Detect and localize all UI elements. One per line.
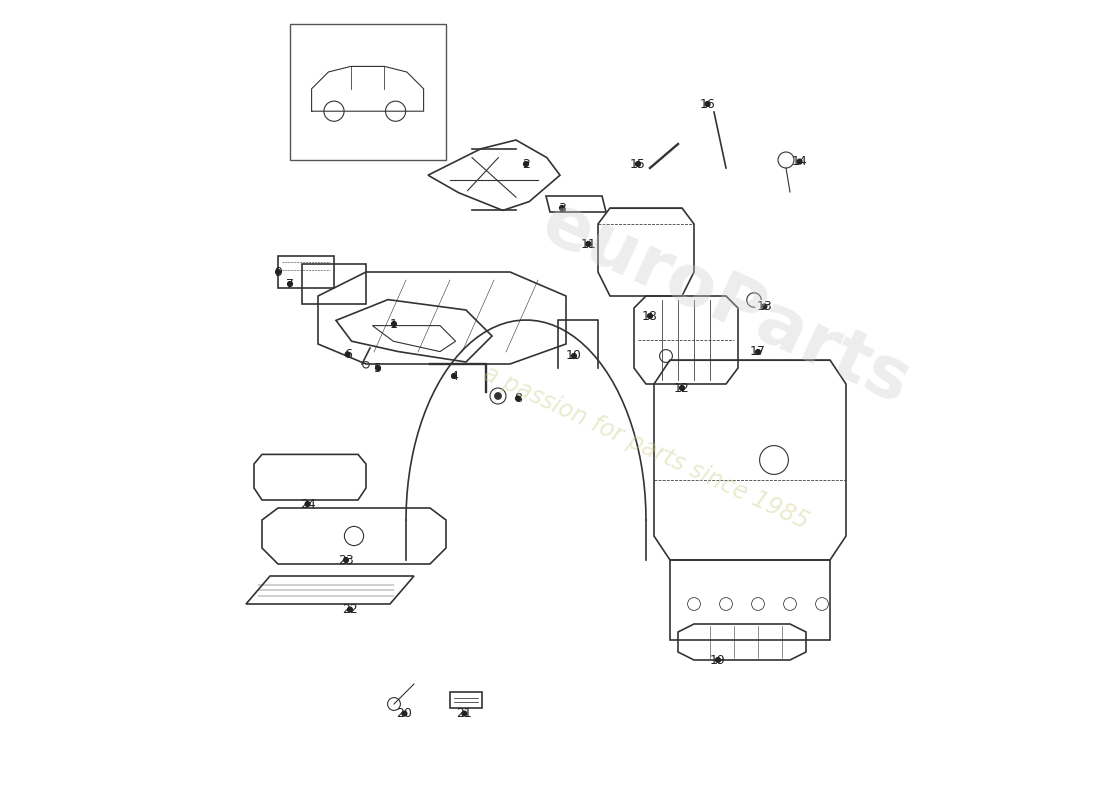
Text: 10: 10 xyxy=(566,350,582,362)
Circle shape xyxy=(345,352,350,357)
Text: a passion for parts since 1985: a passion for parts since 1985 xyxy=(480,362,813,534)
Text: 1: 1 xyxy=(390,318,398,330)
Text: 18: 18 xyxy=(642,310,658,322)
Circle shape xyxy=(798,159,802,164)
Circle shape xyxy=(402,711,407,716)
Circle shape xyxy=(756,350,760,354)
Text: 19: 19 xyxy=(711,654,726,666)
Circle shape xyxy=(586,242,591,246)
Circle shape xyxy=(560,206,564,210)
Text: 23: 23 xyxy=(338,554,354,566)
Circle shape xyxy=(516,396,520,401)
Circle shape xyxy=(462,711,466,716)
Text: euroParts: euroParts xyxy=(531,189,921,419)
Text: 17: 17 xyxy=(750,346,766,358)
Text: 8: 8 xyxy=(514,392,522,405)
Circle shape xyxy=(375,366,381,370)
Circle shape xyxy=(524,162,528,166)
Text: 7: 7 xyxy=(286,278,294,290)
Text: 5: 5 xyxy=(374,362,382,374)
Text: 3: 3 xyxy=(558,202,565,214)
Circle shape xyxy=(305,502,310,506)
Circle shape xyxy=(705,102,710,106)
Circle shape xyxy=(680,386,684,390)
Text: 13: 13 xyxy=(757,300,772,313)
Text: 16: 16 xyxy=(700,98,715,110)
Text: 9: 9 xyxy=(274,266,282,278)
Text: 2: 2 xyxy=(522,158,530,170)
Text: 11: 11 xyxy=(581,238,596,250)
Text: 20: 20 xyxy=(396,707,412,720)
Text: 22: 22 xyxy=(342,603,358,616)
Text: 6: 6 xyxy=(343,348,352,361)
Text: 4: 4 xyxy=(450,370,458,382)
Text: 12: 12 xyxy=(674,382,690,394)
Text: 14: 14 xyxy=(792,155,807,168)
Text: 21: 21 xyxy=(456,707,472,720)
Circle shape xyxy=(636,162,640,166)
Circle shape xyxy=(287,282,293,286)
Circle shape xyxy=(343,558,349,562)
Circle shape xyxy=(495,393,502,399)
Bar xyxy=(290,24,446,160)
Circle shape xyxy=(452,374,456,378)
Circle shape xyxy=(572,354,576,358)
Circle shape xyxy=(648,314,652,318)
Text: 15: 15 xyxy=(630,158,646,170)
Circle shape xyxy=(762,304,767,309)
Circle shape xyxy=(392,322,396,326)
Circle shape xyxy=(716,658,720,662)
Circle shape xyxy=(276,270,280,274)
Circle shape xyxy=(348,607,352,612)
Text: 24: 24 xyxy=(299,498,316,510)
